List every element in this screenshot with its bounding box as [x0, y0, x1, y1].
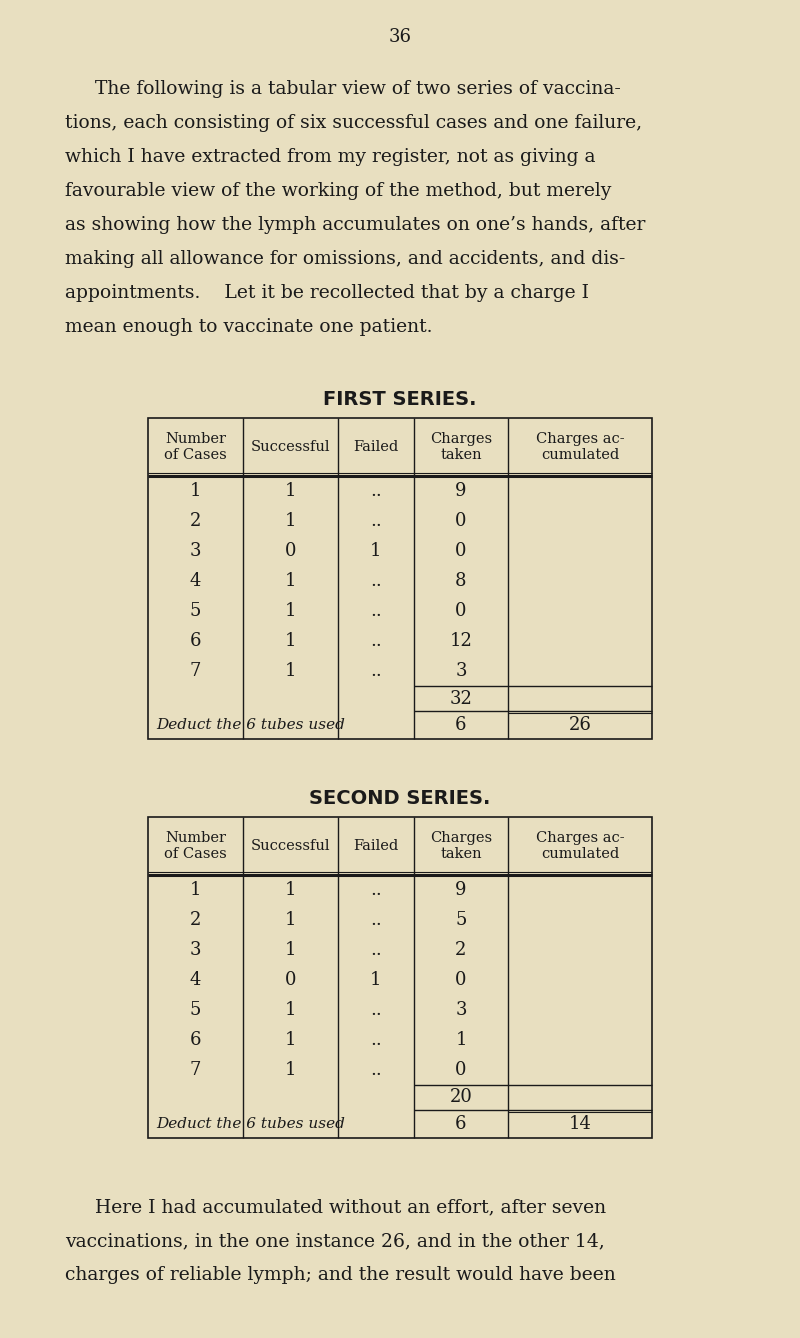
Text: ..: ..: [370, 512, 382, 530]
Text: ..: ..: [370, 662, 382, 680]
Text: The following is a tabular view of two series of vaccina-: The following is a tabular view of two s…: [95, 80, 621, 98]
Text: 1: 1: [285, 632, 296, 650]
Text: 1: 1: [370, 542, 382, 561]
Text: 1: 1: [285, 602, 296, 619]
Text: 9: 9: [455, 880, 466, 899]
Text: Failed: Failed: [354, 839, 398, 854]
Text: Number
of Cases: Number of Cases: [164, 831, 227, 862]
Text: 1: 1: [285, 941, 296, 959]
Text: 1: 1: [285, 1032, 296, 1049]
Text: 6: 6: [455, 1115, 466, 1133]
Text: ..: ..: [370, 573, 382, 590]
Text: which I have extracted from my register, not as giving a: which I have extracted from my register,…: [65, 149, 595, 166]
Text: Number
of Cases: Number of Cases: [164, 432, 227, 462]
Text: 0: 0: [455, 1061, 466, 1078]
Text: 6: 6: [190, 1032, 202, 1049]
Text: 1: 1: [285, 662, 296, 680]
Text: 4: 4: [190, 573, 201, 590]
Text: 3: 3: [455, 1001, 466, 1020]
Text: 1: 1: [370, 971, 382, 989]
Text: mean enough to vaccinate one patient.: mean enough to vaccinate one patient.: [65, 318, 433, 336]
Bar: [148, 417, 652, 739]
Text: 2: 2: [190, 911, 201, 929]
Text: 2: 2: [455, 941, 466, 959]
Text: ..: ..: [370, 1001, 382, 1020]
Text: 9: 9: [455, 482, 466, 500]
Text: 1: 1: [190, 880, 202, 899]
Text: ..: ..: [370, 632, 382, 650]
Text: 1: 1: [285, 482, 296, 500]
Text: 1: 1: [285, 512, 296, 530]
Text: 36: 36: [389, 28, 411, 45]
Text: Charges
taken: Charges taken: [430, 432, 492, 462]
Text: favourable view of the working of the method, but merely: favourable view of the working of the me…: [65, 182, 611, 199]
Text: Charges ac-
cumulated: Charges ac- cumulated: [536, 432, 624, 462]
Text: 0: 0: [455, 971, 466, 989]
Text: ..: ..: [370, 941, 382, 959]
Text: 7: 7: [190, 662, 201, 680]
Text: tions, each consisting of six successful cases and one failure,: tions, each consisting of six successful…: [65, 114, 642, 132]
Text: 3: 3: [190, 542, 202, 561]
Text: 0: 0: [455, 542, 466, 561]
Text: ..: ..: [370, 911, 382, 929]
Text: 3: 3: [455, 662, 466, 680]
Text: 2: 2: [190, 512, 201, 530]
Text: 5: 5: [455, 911, 466, 929]
Text: Successful: Successful: [250, 839, 330, 854]
Text: 0: 0: [285, 971, 296, 989]
Text: 1: 1: [285, 880, 296, 899]
Text: 6: 6: [190, 632, 202, 650]
Text: Deduct the 6 tubes used: Deduct the 6 tubes used: [156, 719, 345, 732]
Text: as showing how the lymph accumulates on one’s hands, after: as showing how the lymph accumulates on …: [65, 215, 646, 234]
Text: Failed: Failed: [354, 440, 398, 454]
Text: Successful: Successful: [250, 440, 330, 454]
Text: 5: 5: [190, 1001, 201, 1020]
Text: ..: ..: [370, 482, 382, 500]
Text: 8: 8: [455, 573, 466, 590]
Text: Deduct the 6 tubes used: Deduct the 6 tubes used: [156, 1117, 345, 1131]
Text: 0: 0: [455, 602, 466, 619]
Bar: [148, 818, 652, 1139]
Text: 7: 7: [190, 1061, 201, 1078]
Text: 1: 1: [285, 573, 296, 590]
Text: 0: 0: [455, 512, 466, 530]
Text: 1: 1: [285, 1061, 296, 1078]
Text: ..: ..: [370, 880, 382, 899]
Text: 14: 14: [569, 1115, 591, 1133]
Text: 1: 1: [190, 482, 202, 500]
Text: vaccinations, in the one instance 26, and in the other 14,: vaccinations, in the one instance 26, an…: [65, 1232, 605, 1250]
Text: 1: 1: [285, 911, 296, 929]
Text: 6: 6: [455, 716, 466, 735]
Text: Here I had accumulated without an effort, after seven: Here I had accumulated without an effort…: [95, 1198, 606, 1216]
Text: 0: 0: [285, 542, 296, 561]
Text: ..: ..: [370, 1061, 382, 1078]
Text: 20: 20: [450, 1089, 473, 1107]
Text: SECOND SERIES.: SECOND SERIES.: [310, 789, 490, 808]
Text: 4: 4: [190, 971, 201, 989]
Text: 26: 26: [569, 716, 591, 735]
Text: 3: 3: [190, 941, 202, 959]
Text: 12: 12: [450, 632, 473, 650]
Text: ..: ..: [370, 602, 382, 619]
Text: FIRST SERIES.: FIRST SERIES.: [323, 389, 477, 409]
Text: 32: 32: [450, 689, 473, 708]
Text: 1: 1: [455, 1032, 466, 1049]
Text: 5: 5: [190, 602, 201, 619]
Text: Charges ac-
cumulated: Charges ac- cumulated: [536, 831, 624, 862]
Text: charges of reliable lymph; and the result would have been: charges of reliable lymph; and the resul…: [65, 1266, 616, 1284]
Text: ..: ..: [370, 1032, 382, 1049]
Text: 1: 1: [285, 1001, 296, 1020]
Text: making all allowance for omissions, and accidents, and dis-: making all allowance for omissions, and …: [65, 250, 626, 268]
Text: Charges
taken: Charges taken: [430, 831, 492, 862]
Text: appointments.    Let it be recollected that by a charge I: appointments. Let it be recollected that…: [65, 284, 589, 302]
